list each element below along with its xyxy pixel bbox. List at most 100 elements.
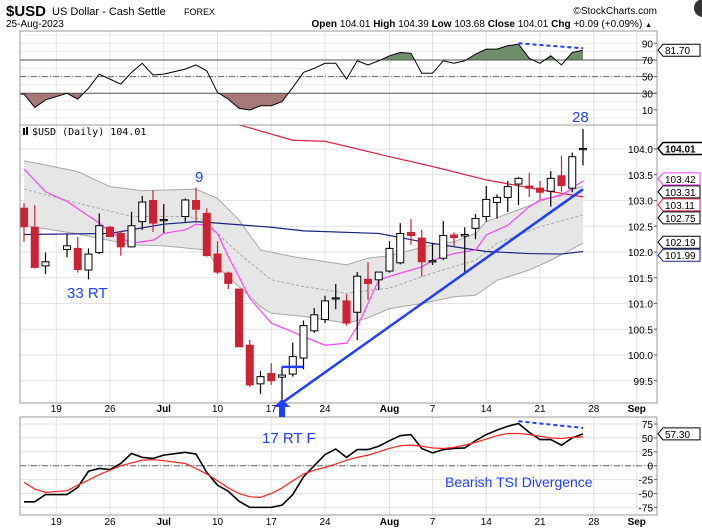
candle [159,204,168,233]
candle [525,172,534,197]
tsi-line [24,422,584,509]
legend: $USD (Daily) 104.01 [23,127,146,138]
candle [342,294,351,326]
candle [557,155,566,192]
candle [181,198,190,222]
price-panel [20,124,587,404]
x-tick-label: 19 [51,404,63,415]
tsi-tick-label: -25 [639,476,654,487]
candle-body [41,261,50,267]
candle-legend-icon [23,128,25,135]
candle-body [245,344,254,386]
candle-legend-icon [26,127,28,135]
candle-body [235,288,243,348]
candle-body [353,275,362,313]
tsi-value-tag: 57.30 [665,430,690,441]
instrument-name: US Dollar - Cash Settle [52,6,166,18]
candle-body [213,253,222,273]
candle [331,283,340,310]
price-tag: 103.31 [665,188,696,199]
candle [63,233,71,258]
price-tick-label: 101.0 [628,300,653,311]
candle [321,295,329,324]
candle [138,195,147,230]
candle [364,262,372,300]
candle-body [546,177,555,192]
candle [20,203,28,242]
candle-body [342,300,351,324]
annotation-9: 9 [195,169,203,186]
x-tick-label: 26 [104,404,116,415]
candle [213,241,222,275]
candle [353,272,362,341]
candle [428,243,437,265]
candle [407,219,415,245]
candle-body [256,376,265,385]
candle [482,186,491,222]
tsi-divergence-line [518,420,584,429]
candle-body [30,226,39,268]
candle [202,208,211,257]
candle-body [95,225,104,254]
candle-body [331,297,340,300]
price-tick-label: 101.5 [628,274,653,285]
candle [73,237,82,273]
bollinger-middle [23,188,584,294]
candle-body [407,231,415,237]
price-tag-box [657,248,701,262]
candle-body [557,175,566,187]
x-tick-label: Sep [628,517,646,528]
x-tick-label: 17 [266,517,278,528]
x-tick-label: 21 [534,404,546,415]
tsi-panel [20,420,657,509]
candle-body [310,314,319,332]
price-tag-box [657,235,701,249]
tsi-tick-label: 25 [642,448,654,459]
x-tick-label: 10 [212,404,224,415]
candle-body [417,237,426,263]
candle [460,227,469,274]
tsi-signal-line [23,432,584,498]
candle [503,180,512,212]
price-tag-box [657,211,701,225]
tsi-tick-label: 50 [642,434,654,445]
candle [514,176,523,206]
x-tick-label: Aug [380,517,399,528]
candle [106,225,114,238]
candle [288,342,297,377]
bollinger-upper [23,160,584,266]
candle [439,221,448,261]
candle-body [84,253,93,271]
candle [84,248,93,280]
candle-body [396,232,405,264]
candle [95,213,104,255]
x-tick-label: 10 [212,517,224,528]
logo-icon[interactable] [694,0,702,17]
candle-body [63,245,71,250]
candle [450,232,458,247]
rsi-overbought-fill [20,44,583,60]
quote-date: 25-Aug-2023 [6,19,64,30]
tsi-tick-label: 75 [642,420,654,431]
price-tick-label: 102.5 [628,222,653,233]
candle-body [278,374,286,378]
candle-body [568,156,577,189]
price-tag: 101.99 [665,251,696,262]
price-tick-label: 99.5 [634,377,654,388]
x-tick-label: 17 [266,404,278,415]
rsi-panel [20,42,657,111]
price-tick-label: 103.5 [628,171,653,182]
candle-body [503,186,512,198]
rsi-tick-label: 90 [642,39,654,50]
x-tick-label: 28 [588,517,600,528]
tsi-tick-label: -75 [639,503,654,514]
candle-body [514,177,523,185]
x-tick-label: 28 [588,404,600,415]
candle [536,180,544,200]
candle [267,363,276,385]
x-tick-label: 7 [430,517,436,528]
rsi-tick-label: 30 [642,89,654,100]
candle [579,128,587,166]
candle [149,190,157,232]
